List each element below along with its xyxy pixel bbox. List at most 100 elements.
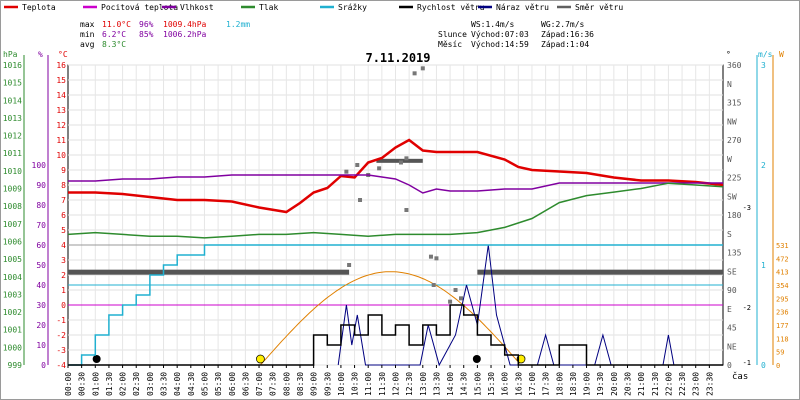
temperature-tick: 1 — [61, 286, 66, 295]
direction-tick: NW — [727, 117, 737, 126]
x-tick-label: 08:00 — [282, 372, 291, 396]
sun-label: Slunce — [438, 30, 467, 39]
rain-tick: -2 — [743, 304, 751, 312]
radiation-tick: 295 — [776, 295, 789, 303]
x-tick-label: 21:00 — [637, 372, 646, 396]
direction-tick: 315 — [727, 99, 742, 108]
direction-tick: 90 — [727, 286, 737, 295]
direction-tick: S — [727, 230, 732, 239]
chart-title: 7.11.2019 — [365, 51, 430, 65]
pressure-tick: 1001 — [3, 326, 22, 335]
wind-speed-avg: WS:1.4m/s — [471, 20, 515, 29]
series-hum — [68, 174, 723, 194]
stat-max-label: max — [80, 20, 95, 29]
pressure-tick: 1016 — [3, 61, 22, 70]
humidity-tick: 90 — [36, 181, 46, 190]
stat-max-hum: 96% — [139, 20, 154, 29]
temperature-tick: 2 — [61, 271, 66, 280]
x-tick-label: 12:00 — [392, 372, 401, 396]
solar-curve — [260, 271, 521, 366]
wind-dir-point — [420, 66, 425, 71]
radiation-tick: 59 — [776, 349, 784, 357]
radiation-tick: 472 — [776, 255, 789, 263]
x-tick-label: 07:00 — [255, 372, 264, 396]
x-tick-label: 00:00 — [64, 372, 73, 396]
x-tick-label: 07:30 — [269, 372, 278, 396]
stat-min-hum: 85% — [139, 30, 154, 39]
temperature-tick: -3 — [56, 346, 66, 355]
pressure-tick: 1008 — [3, 202, 22, 211]
pressure-tick: 1014 — [3, 96, 22, 105]
x-tick-label: 02:30 — [132, 372, 141, 396]
x-tick-label: 10:00 — [337, 372, 346, 396]
temperature-tick: 7 — [61, 196, 66, 205]
temperature-tick: 9 — [61, 166, 66, 175]
x-tick-label: 17:30 — [542, 372, 551, 396]
radiation-tick: 0 — [776, 362, 780, 370]
temperature-tick: 10 — [56, 151, 66, 160]
humidity-tick: 60 — [36, 241, 46, 250]
direction-tick: NE — [727, 342, 737, 351]
stat-min-press: 1006.2hPa — [163, 30, 207, 39]
rain-tick: -3 — [743, 204, 751, 212]
pressure-tick: 1006 — [3, 237, 22, 246]
x-tick-label: 05:00 — [200, 372, 209, 396]
direction-tick: 45 — [727, 324, 737, 333]
wind-dir-point — [453, 288, 458, 292]
radiation-tick: 177 — [776, 322, 789, 330]
x-axis-label: čas — [732, 371, 748, 382]
legend-item: Rychlost větru — [417, 3, 485, 12]
x-tick-label: 21:30 — [651, 372, 660, 396]
series — [67, 138, 724, 366]
pressure-tick: 1010 — [3, 167, 22, 176]
x-tick-label: 18:00 — [555, 372, 564, 396]
temperature-tick: 14 — [56, 91, 66, 100]
x-tick-label: 15:30 — [487, 372, 496, 396]
stats: max 11.0°C 96% 1009.4hPa 1.2mm min 6.2°C… — [80, 20, 594, 49]
temperature-unit: °C — [58, 50, 68, 59]
legend-item: Směr větru — [575, 3, 623, 12]
radiation-tick: 236 — [776, 309, 789, 317]
pressure-tick: 1011 — [3, 149, 22, 158]
temperature-tick: 3 — [61, 256, 66, 265]
sun-set: Západ:16:36 — [541, 30, 594, 39]
temperature-tick: -2 — [56, 331, 66, 340]
radiation-tick: 531 — [776, 242, 789, 250]
temperature-tick: 8 — [61, 181, 66, 190]
pressure-tick: 1002 — [3, 308, 22, 317]
direction-tick: 135 — [727, 249, 742, 258]
x-ticks: 00:00 00:30 01:00 01:30 02:00 02:30 03:00 03:30… — [64, 365, 714, 396]
wind-dir-point — [448, 299, 453, 304]
x-tick-label: 22:00 — [664, 372, 673, 396]
temperature-tick: 16 — [56, 61, 66, 70]
pressure-tick: 999 — [8, 361, 23, 370]
wind-dir-point — [355, 163, 360, 167]
temperature-tick: 0 — [61, 301, 66, 310]
direction-tick: N — [727, 80, 732, 89]
direction-tick: E — [727, 305, 732, 314]
wind-unit: m/s — [758, 50, 773, 59]
legend-item: Srážky — [338, 3, 367, 12]
humidity-tick: 80 — [36, 201, 46, 210]
stat-max-press: 1009.4hPa — [163, 20, 207, 29]
x-tick-label: 01:00 — [91, 372, 100, 396]
wind-dir-point — [404, 156, 409, 161]
legend-item: Teplota — [22, 3, 56, 12]
legend-item: Náraz větru — [496, 3, 549, 12]
direction-tick: 360 — [727, 61, 742, 70]
x-tick-label: 03:30 — [160, 372, 169, 396]
x-tick-label: 16:30 — [514, 372, 523, 396]
wind-gust-avg: WG:2.7m/s — [541, 20, 585, 29]
x-tick-label: 08:30 — [296, 372, 305, 396]
wind-dir-point — [398, 160, 403, 165]
radiation-tick: 354 — [776, 282, 789, 290]
x-tick-label: 06:00 — [228, 372, 237, 396]
wind-dir-point — [428, 254, 433, 259]
pressure-tick: 1005 — [3, 255, 22, 264]
temperature-tick: 6 — [61, 211, 66, 220]
radiation-unit: W — [779, 50, 784, 59]
wind-dir-point — [434, 256, 439, 261]
legend: Teplota Pocitová teplota Vlhkost Tlak Srážky… — [4, 3, 623, 12]
pressure-tick: 1015 — [3, 79, 22, 88]
direction-tick: SE — [727, 267, 737, 276]
